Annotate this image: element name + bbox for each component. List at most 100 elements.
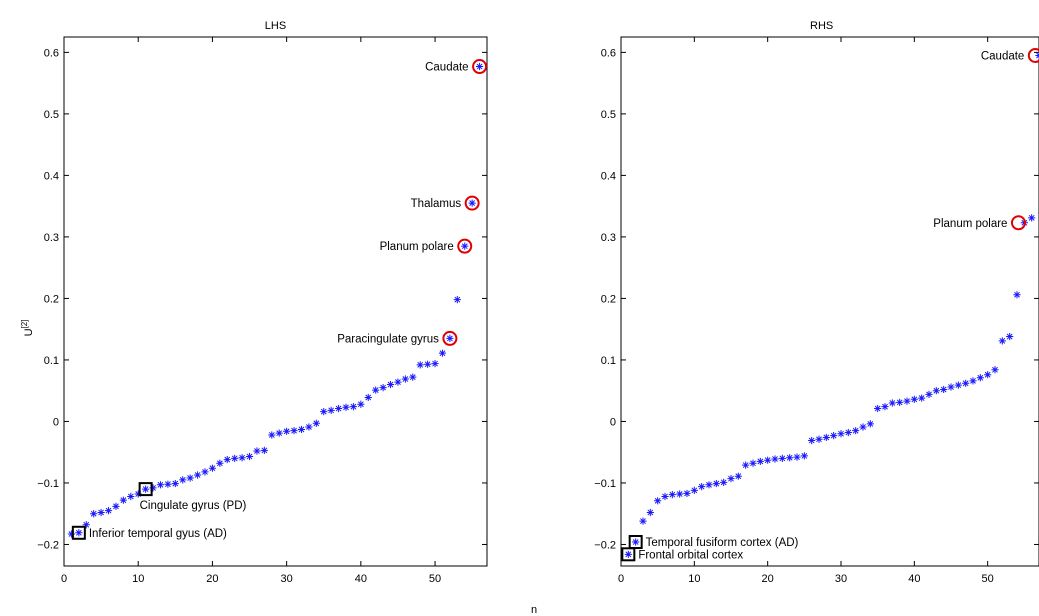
data-point	[446, 334, 454, 343]
y-tick-label: 0.5	[44, 109, 59, 121]
data-point	[1028, 214, 1036, 222]
data-point	[1013, 291, 1021, 299]
data-point	[646, 508, 654, 517]
data-point	[756, 457, 764, 466]
data-point	[668, 491, 676, 499]
data-point	[976, 374, 984, 382]
y-tick-label: 0.4	[44, 170, 59, 182]
data-point	[297, 425, 306, 434]
data-point	[349, 403, 358, 411]
highlight-square	[138, 482, 153, 497]
data-point	[327, 406, 335, 414]
data-point	[925, 390, 933, 398]
x-tick-label: 0	[61, 573, 67, 585]
data-point	[216, 459, 224, 467]
data-point	[90, 510, 98, 518]
chart-title: LHS	[265, 20, 286, 32]
highlight-circle	[442, 330, 458, 346]
data-point	[290, 427, 298, 435]
plot-frame	[620, 36, 1039, 567]
y-tick-label: −0.2	[594, 539, 616, 551]
point-annotation: Caudate	[981, 50, 1024, 62]
data-point	[881, 403, 889, 411]
data-point	[808, 436, 816, 445]
y-tick-label: 0.4	[601, 170, 616, 182]
data-point	[742, 461, 750, 469]
y-tick-label: −0.2	[37, 539, 59, 551]
data-point	[305, 423, 313, 431]
x-tick-label: 0	[618, 573, 624, 585]
data-point	[800, 452, 808, 460]
data-point	[260, 446, 268, 454]
x-tick-label: 20	[762, 573, 774, 585]
data-point	[749, 459, 757, 467]
data-point	[97, 508, 105, 517]
data-point	[991, 366, 999, 374]
data-point	[438, 349, 447, 357]
data-point	[954, 381, 962, 389]
data-point	[932, 387, 940, 395]
x-tick-label: 50	[982, 573, 994, 585]
data-point	[734, 472, 742, 480]
data-point	[866, 420, 874, 428]
y-tick-label: 0.3	[601, 232, 616, 244]
data-point	[320, 408, 328, 416]
y-tick-label: 0	[53, 416, 59, 428]
data-point	[654, 497, 662, 505]
data-point	[962, 379, 970, 387]
data-point	[193, 471, 202, 479]
plot-frame	[63, 36, 488, 567]
data-point	[676, 490, 684, 498]
point-annotation: Frontal orbital cortex	[638, 549, 743, 561]
data-point	[874, 404, 882, 413]
data-point	[786, 454, 794, 462]
x-tick-label: 40	[908, 573, 920, 585]
data-point	[815, 435, 823, 443]
data-point	[888, 399, 896, 407]
data-point	[698, 483, 706, 491]
data-point	[186, 474, 194, 482]
data-point	[969, 377, 977, 385]
data-point	[468, 199, 476, 207]
data-point	[112, 502, 120, 510]
data-point	[639, 517, 647, 525]
data-point	[394, 378, 402, 386]
data-point	[947, 383, 955, 391]
data-point	[859, 423, 867, 431]
data-point	[245, 452, 254, 461]
data-point	[149, 484, 157, 492]
data-point	[386, 380, 395, 389]
data-point	[171, 479, 179, 488]
data-point	[372, 386, 380, 394]
data-point	[844, 428, 852, 437]
x-tick-label: 50	[429, 573, 441, 585]
data-point	[409, 373, 417, 381]
data-point	[342, 403, 350, 411]
data-point	[475, 62, 484, 71]
data-point	[727, 475, 735, 483]
data-point	[75, 529, 83, 537]
data-point	[1006, 332, 1014, 341]
y-tick-label: 0.6	[44, 47, 59, 59]
highlight-square	[621, 547, 636, 562]
data-point	[67, 530, 76, 538]
highlight-circle	[1027, 47, 1039, 63]
data-point	[208, 464, 217, 472]
y-tick-label: 0.3	[44, 232, 59, 244]
data-point	[984, 371, 992, 379]
data-point	[431, 360, 439, 368]
data-point	[712, 479, 720, 488]
highlight-square	[628, 535, 643, 550]
point-annotation: Planum polare	[933, 218, 1007, 230]
y-tick-label: 0.1	[601, 355, 616, 367]
x-tick-label: 40	[355, 573, 367, 585]
data-point	[253, 447, 261, 455]
y-tick-label: 0.6	[601, 47, 616, 59]
data-point	[453, 296, 461, 304]
point-annotation: Paracingulate gyrus	[337, 333, 439, 345]
data-point	[223, 455, 231, 464]
data-point	[416, 361, 424, 369]
data-point	[720, 478, 728, 486]
data-point	[119, 496, 127, 504]
